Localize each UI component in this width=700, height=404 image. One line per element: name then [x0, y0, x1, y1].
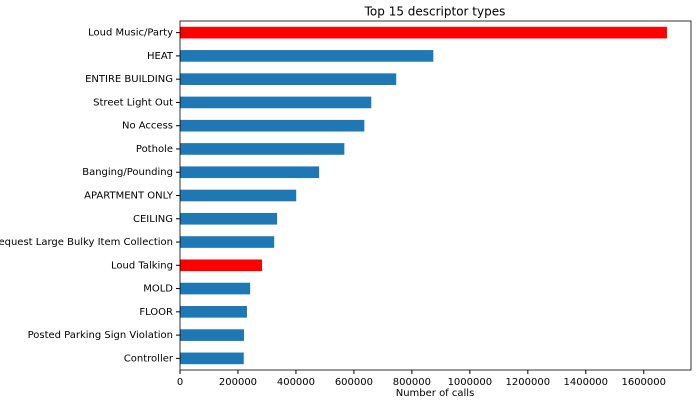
y-tick-label: MOLD [143, 284, 173, 295]
bar [180, 119, 365, 132]
bar [180, 73, 397, 85]
bar [180, 166, 320, 179]
y-tick-label: Street Light Out [93, 97, 173, 108]
y-tick-label: Posted Parking Sign Violation [28, 330, 173, 341]
bar [180, 189, 297, 202]
x-tick-label: 1200000 [506, 377, 551, 388]
bar [180, 50, 434, 62]
x-tick-label: 1000000 [448, 377, 493, 388]
y-tick-label: Banging/Pounding [82, 167, 173, 178]
x-tick-label: 1400000 [564, 377, 609, 388]
plot-frame [179, 20, 692, 371]
x-tick-label: 200000 [219, 377, 257, 388]
bar [180, 26, 667, 39]
x-tick-label: 400000 [277, 377, 315, 388]
y-tick-label: APARTMENT ONLY [84, 191, 174, 202]
bar [180, 329, 245, 341]
y-tick-label: HEAT [147, 51, 174, 62]
y-tick-label: CEILING [133, 214, 173, 225]
y-tick-label: ENTIRE BUILDING [85, 74, 173, 85]
y-tick-label: Loud Talking [111, 260, 173, 271]
bar [180, 306, 247, 318]
bar [180, 236, 275, 248]
x-tick-label: 1600000 [621, 377, 666, 388]
y-tick-label: Request Large Bulky Item Collection [0, 237, 173, 248]
y-tick-label: Controller [124, 353, 174, 364]
y-tick-label: FLOOR [139, 307, 173, 318]
bar [180, 96, 372, 109]
bar [180, 259, 263, 272]
x-tick-label: 800000 [393, 377, 431, 388]
x-tick-label: 0 [177, 377, 183, 388]
y-tick-label: Loud Music/Party [88, 28, 173, 39]
bar [180, 282, 251, 295]
y-tick-label: Pothole [136, 144, 173, 155]
bar [180, 143, 345, 155]
bar [180, 212, 278, 225]
x-axis-label: Number of calls [396, 388, 475, 399]
bar [180, 352, 244, 365]
x-tick-label: 600000 [335, 377, 373, 388]
y-tick-label: No Access [122, 121, 173, 132]
chart-title: Top 15 descriptor types [364, 5, 506, 19]
